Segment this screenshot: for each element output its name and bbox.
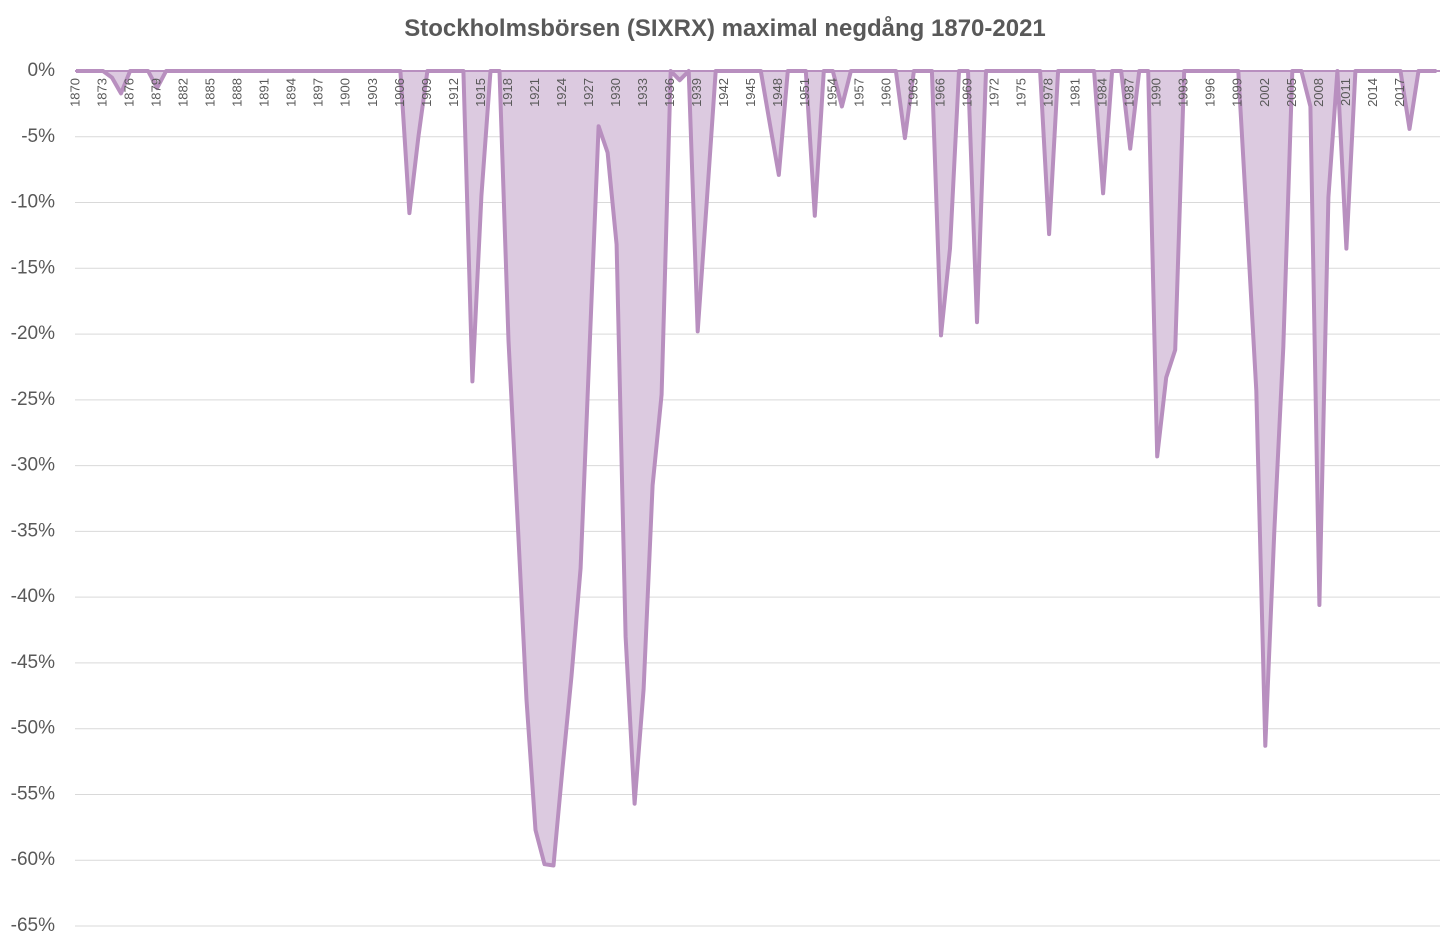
x-tick-label: 1921 xyxy=(527,78,542,107)
y-tick-label: -45% xyxy=(11,652,55,673)
x-tick-label: 2008 xyxy=(1311,78,1326,107)
x-tick-label: 1912 xyxy=(446,78,461,107)
x-tick-label: 1951 xyxy=(797,78,812,107)
y-tick-label: -55% xyxy=(11,783,55,804)
x-tick-label: 1960 xyxy=(878,78,893,107)
y-tick-label: -50% xyxy=(11,718,55,739)
x-tick-label: 2011 xyxy=(1338,78,1353,106)
x-tick-label: 1996 xyxy=(1203,78,1218,107)
x-tick-label: 1915 xyxy=(473,78,488,107)
x-tick-label: 1927 xyxy=(581,78,596,107)
x-tick-label: 1948 xyxy=(770,78,785,107)
x-tick-label: 1957 xyxy=(851,78,866,107)
x-tick-label: 1936 xyxy=(662,78,677,107)
y-tick-label: -40% xyxy=(11,586,55,607)
x-tick-label: 2017 xyxy=(1392,78,1407,107)
y-tick-label: -10% xyxy=(11,192,55,213)
x-tick-label: 1942 xyxy=(716,78,731,107)
x-tick-label: 1873 xyxy=(94,78,109,107)
x-tick-label: 2005 xyxy=(1284,78,1299,107)
x-tick-label: 1981 xyxy=(1068,78,1083,107)
x-tick-label: 1918 xyxy=(500,78,515,107)
area-fill xyxy=(76,71,1437,866)
area-line xyxy=(76,69,1437,868)
x-tick-label: 1909 xyxy=(419,78,434,107)
x-tick-label: 1891 xyxy=(257,78,272,107)
x-tick-label: 1888 xyxy=(230,78,245,107)
y-tick-label: -20% xyxy=(11,323,55,344)
x-tick-label: 1897 xyxy=(311,78,326,107)
x-tick-label: 1945 xyxy=(743,78,758,107)
x-tick-label: 1930 xyxy=(608,78,623,107)
x-tick-label: 2014 xyxy=(1365,78,1380,107)
x-tick-label: 1882 xyxy=(176,78,191,107)
x-tick-label: 1894 xyxy=(284,78,299,107)
x-tick-label: 1999 xyxy=(1230,78,1245,107)
x-tick-label: 1990 xyxy=(1149,78,1164,107)
y-tick-label: 0% xyxy=(28,60,56,81)
x-tick-label: 1954 xyxy=(824,78,839,107)
y-tick-label: -65% xyxy=(11,915,55,936)
x-tick-label: 1987 xyxy=(1122,78,1137,107)
x-tick-label: 1933 xyxy=(635,78,650,107)
x-tick-label: 1924 xyxy=(554,78,569,107)
x-tick-label: 1972 xyxy=(986,78,1001,107)
y-tick-label: -60% xyxy=(11,849,55,870)
x-tick-label: 1975 xyxy=(1013,78,1028,107)
x-tick-label: 1984 xyxy=(1095,78,1110,107)
y-tick-label: -25% xyxy=(11,389,55,410)
y-tick-label: -35% xyxy=(11,520,55,541)
y-tick-label: -15% xyxy=(11,257,55,278)
x-tick-label: 1876 xyxy=(121,78,136,107)
x-tick-label: 1993 xyxy=(1176,78,1191,107)
chart-title: Stockholmsbörsen (SIXRX) maximal negdång… xyxy=(404,15,1046,42)
x-tick-label: 1900 xyxy=(338,78,353,107)
x-tick-label: 1906 xyxy=(392,78,407,107)
x-tick-label: 1939 xyxy=(689,78,704,107)
x-tick-label: 1969 xyxy=(959,78,974,107)
x-tick-label: 1966 xyxy=(932,78,947,107)
y-tick-label: -30% xyxy=(11,455,55,476)
x-tick-label: 1963 xyxy=(905,78,920,107)
y-tick-label: -5% xyxy=(21,126,55,147)
x-tick-label: 1978 xyxy=(1041,78,1056,107)
x-tick-label: 2002 xyxy=(1257,78,1272,107)
x-tick-label: 1903 xyxy=(365,78,380,107)
x-tick-label: 1879 xyxy=(149,78,164,107)
x-tick-label: 1870 xyxy=(67,78,82,107)
x-tick-label: 1885 xyxy=(203,78,218,107)
